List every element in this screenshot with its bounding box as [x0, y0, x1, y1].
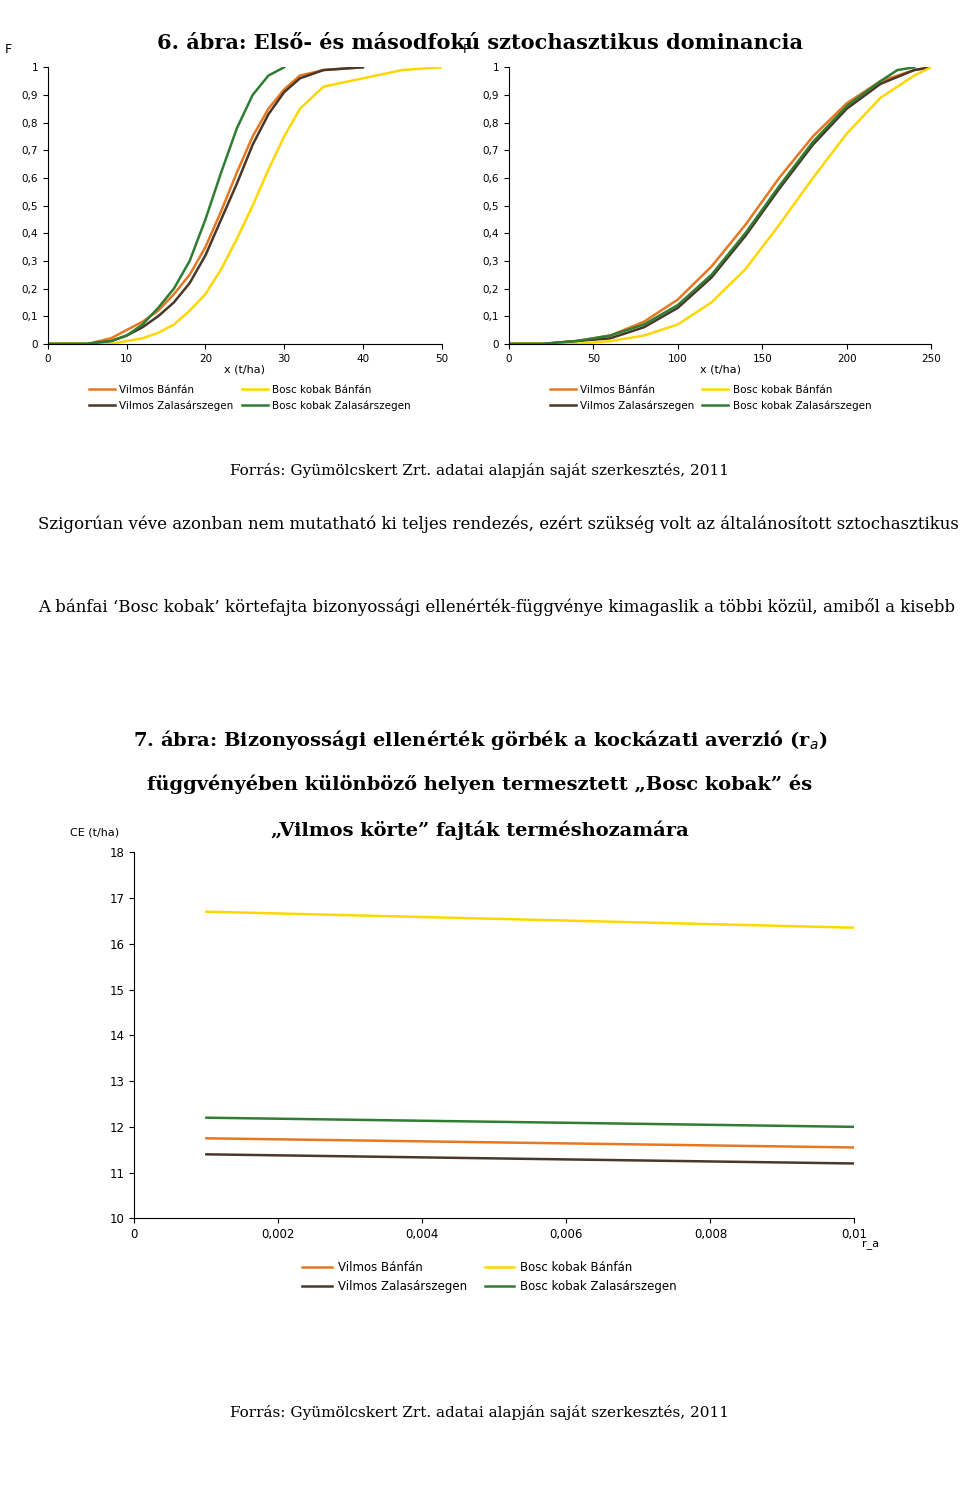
Y-axis label: F: F — [463, 43, 470, 57]
Text: „Vilmos körte” fajták terméshozamára: „Vilmos körte” fajták terméshozamára — [271, 821, 689, 840]
Text: függvényében különböző helyen termesztett „Bosc kobak” és: függvényében különböző helyen termesztet… — [148, 774, 812, 794]
Text: Forrás: Gyümölcskert Zrt. adatai alapján saját szerkesztés, 2011: Forrás: Gyümölcskert Zrt. adatai alapján… — [230, 463, 730, 478]
Legend: Vilmos Bánfán, Vilmos Zalasárszegen, Bosc kobak Bánfán, Bosc kobak Zalasárszegen: Vilmos Bánfán, Vilmos Zalasárszegen, Bos… — [298, 1256, 682, 1298]
Text: A bánfai ‘Bosc kobak’ körtefajta bizonyossági ellenérték-függvénye kimagaslik a : A bánfai ‘Bosc kobak’ körtefajta bizonyo… — [38, 598, 960, 616]
Legend: Vilmos Bánfán, Vilmos Zalasárszegen, Bosc kobak Bánfán, Bosc kobak Zalasárszegen: Vilmos Bánfán, Vilmos Zalasárszegen, Bos… — [84, 381, 415, 414]
Legend: Vilmos Bánfán, Vilmos Zalasárszegen, Bosc kobak Bánfán, Bosc kobak Zalasárszegen: Vilmos Bánfán, Vilmos Zalasárszegen, Bos… — [545, 381, 876, 414]
X-axis label: x (t/ha): x (t/ha) — [700, 365, 740, 375]
Text: Szigorúan véve azonban nem mutatható ki teljes rendezés, ezért szükség volt az á: Szigorúan véve azonban nem mutatható ki … — [38, 516, 960, 534]
Y-axis label: F: F — [5, 43, 12, 57]
Y-axis label: CE (t/ha): CE (t/ha) — [70, 828, 119, 837]
Text: Forrás: Gyümölcskert Zrt. adatai alapján saját szerkesztés, 2011: Forrás: Gyümölcskert Zrt. adatai alapján… — [230, 1405, 730, 1420]
X-axis label: x (t/ha): x (t/ha) — [225, 365, 265, 375]
Text: 7. ábra: Bizonyossági ellenérték görbék a kockázati averzió (r$_a$): 7. ábra: Bizonyossági ellenérték görbék … — [132, 728, 828, 752]
Text: r_a: r_a — [862, 1241, 878, 1250]
Text: 6. ábra: Első- és másodfokú sztochasztikus dominancia: 6. ábra: Első- és másodfokú sztochasztik… — [157, 33, 803, 52]
